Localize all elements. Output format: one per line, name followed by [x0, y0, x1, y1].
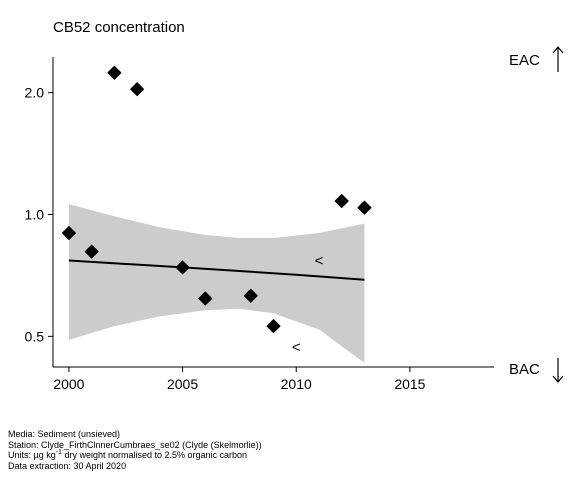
- y-tick-label: 2.0: [25, 85, 45, 101]
- footer-units: Units: µg kg-1 dry weight normalised to …: [8, 449, 262, 461]
- arrow-down-head-icon: [552, 375, 564, 383]
- footer-units-mu: µg kg: [33, 450, 56, 460]
- footer-units-suffix: dry weight normalised to 2.5% organic ca…: [61, 450, 248, 460]
- footer-station: Station: Clyde_FirthClnnerCumbraes_se02 …: [8, 439, 262, 450]
- chart-title: CB52 concentration: [53, 19, 185, 36]
- data-point: [334, 193, 349, 208]
- x-tick-label: 2000: [53, 376, 84, 392]
- confidence-band: [68, 204, 365, 363]
- footer-media: Media: Sediment (unsieved): [8, 429, 121, 439]
- footer-units-prefix: Units:: [8, 450, 34, 460]
- assessment-label-bac: BAC: [509, 361, 540, 378]
- chart-footer: Media: Sediment (unsieved) Station: Clyd…: [8, 429, 262, 471]
- y-tick-label: 1.0: [25, 207, 45, 223]
- x-tick-label: 2010: [281, 376, 312, 392]
- data-point: [175, 260, 190, 275]
- assessment-label-eac: EAC: [509, 52, 540, 69]
- data-point: [243, 288, 258, 303]
- footer-units-sup: -1: [55, 449, 62, 456]
- data-point: [198, 291, 213, 306]
- y-tick-label: 0.5: [25, 328, 45, 344]
- data-point: [107, 65, 122, 80]
- trend-line: [68, 259, 365, 281]
- data-point: [266, 319, 281, 334]
- data-point: [84, 244, 99, 259]
- data-point: [357, 200, 372, 215]
- x-tick-label: 2015: [394, 376, 425, 392]
- data-point: [130, 82, 145, 97]
- arrow-up-head-icon: [552, 46, 564, 54]
- footer-extraction: Data extraction: 30 April 2020: [8, 460, 127, 471]
- less-than-marker: <: [292, 339, 301, 356]
- x-tick-label: 2005: [167, 376, 198, 392]
- data-point: [61, 226, 76, 241]
- less-than-marker: <: [315, 252, 324, 269]
